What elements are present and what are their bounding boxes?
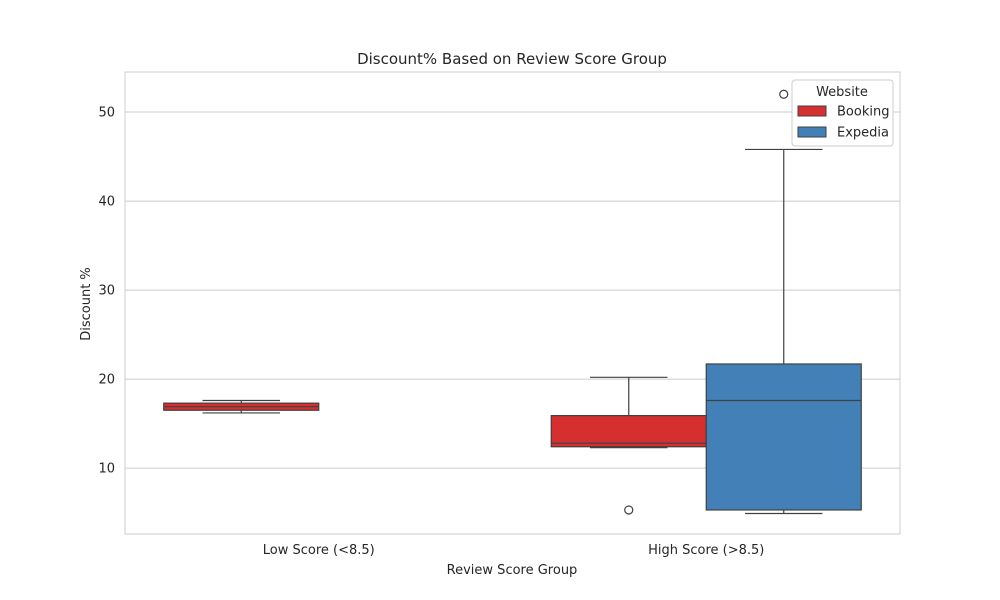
y-tick-label: 30 [98,284,115,299]
legend: Website Booking Expedia [791,79,894,147]
y-tick-label: 20 [98,373,115,388]
box-booking-1 [550,376,707,515]
legend-title: Website [816,85,868,100]
y-tick-label: 40 [98,195,115,210]
box-expedia-1 [705,89,862,515]
y-tick-labels: 10 20 30 40 50 [98,106,115,477]
outlier-point [779,89,789,99]
legend-label-expedia: Expedia [837,126,889,141]
box-series-layer [163,89,862,515]
box-booking-0 [163,399,320,414]
y-tick-label: 50 [98,106,115,121]
legend-items: Booking Expedia [797,105,889,141]
x-axis-label: Review Score Group [447,563,578,578]
chart-title: Discount% Based on Review Score Group [357,50,667,68]
plot-area-frame [124,71,901,535]
legend-label-booking: Booking [837,105,889,120]
x-tick-labels: Low Score (<8.5) High Score (>8.5) [263,543,765,558]
y-axis-label: Discount % [79,267,94,341]
iqr-box [550,415,707,448]
iqr-box [705,363,862,511]
legend-swatch-expedia [797,126,827,138]
x-tick-label: High Score (>8.5) [648,543,764,558]
outlier-point [624,505,634,515]
x-tick-label: Low Score (<8.5) [263,543,375,558]
y-tick-label: 10 [98,462,115,477]
legend-swatch-booking [797,105,827,117]
